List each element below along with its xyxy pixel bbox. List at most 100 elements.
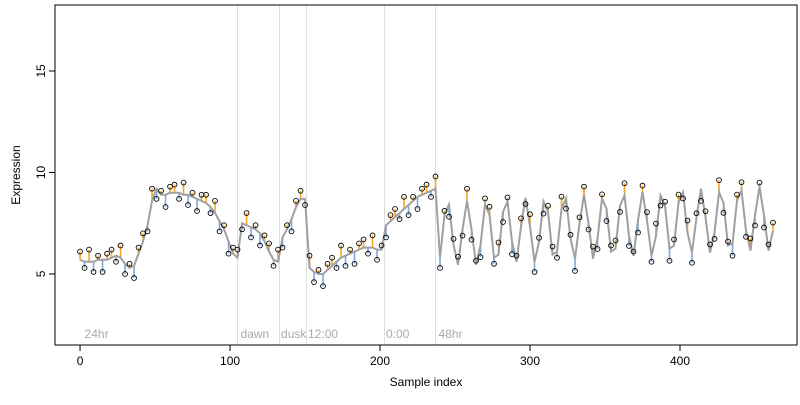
data-point: [428, 193, 434, 200]
data-point: [126, 260, 133, 267]
data-point: [684, 217, 691, 224]
data-point: [738, 179, 745, 186]
data-point: [149, 185, 155, 192]
data-point: [513, 252, 520, 259]
data-point: [351, 260, 358, 267]
data-point: [495, 239, 502, 246]
data-point: [644, 209, 650, 216]
data-point: [477, 254, 484, 260]
data-point: [293, 198, 299, 204]
y-tick-label: 5: [34, 270, 48, 277]
data-point: [207, 210, 214, 216]
data-point: [315, 267, 322, 273]
data-point: [239, 226, 245, 233]
data-point: [630, 248, 637, 255]
data-point: [455, 253, 461, 260]
data-point: [545, 202, 551, 209]
data-point: [324, 260, 331, 267]
data-point: [275, 246, 281, 253]
data-point: [158, 187, 164, 194]
data-point: [104, 250, 110, 257]
data-point: [360, 236, 367, 243]
data-point: [585, 226, 592, 233]
x-tick-label: 100: [220, 354, 240, 368]
data-point: [729, 252, 736, 259]
x-tick-label: 400: [670, 354, 690, 368]
x-tick-label: 300: [520, 354, 540, 368]
data-point: [612, 237, 619, 244]
data-point: [662, 198, 668, 205]
data-point: [770, 219, 776, 226]
data-point: [689, 259, 695, 266]
data-point: [387, 212, 394, 218]
data-point: [306, 252, 313, 259]
data-point: [342, 262, 349, 269]
data-point: [437, 265, 443, 271]
data-point: [288, 228, 295, 235]
data-point: [608, 242, 614, 249]
data-point: [702, 208, 709, 215]
data-point: [671, 236, 677, 243]
data-point: [482, 195, 488, 202]
data-point: [711, 235, 718, 242]
data-point: [536, 234, 542, 241]
data-point: [383, 234, 389, 241]
annotation: dawn: [241, 327, 270, 341]
data-point: [320, 283, 326, 289]
data-point: [450, 235, 457, 242]
data-point: [581, 183, 587, 190]
data-point: [279, 244, 286, 251]
data-point: [473, 257, 479, 264]
data-point: [414, 206, 421, 212]
data-point: [131, 275, 137, 281]
data-point: [518, 215, 524, 222]
data-point: [338, 242, 344, 249]
data-point: [765, 241, 772, 248]
data-point: [248, 234, 254, 241]
data-point: [117, 242, 124, 249]
data-point: [284, 222, 290, 229]
data-point: [693, 210, 700, 217]
data-point: [666, 257, 673, 264]
data-point: [401, 193, 407, 200]
data-point: [635, 229, 641, 236]
data-point: [707, 241, 713, 248]
data-point: [162, 204, 169, 210]
data-point: [504, 194, 511, 201]
data-point: [90, 269, 97, 275]
data-point: [734, 191, 740, 198]
data-point: [329, 254, 335, 261]
y-tick-label: 10: [34, 165, 48, 179]
data-point: [599, 191, 605, 198]
data-point: [657, 202, 664, 209]
data-point: [230, 244, 236, 251]
data-point: [720, 210, 727, 216]
data-point: [171, 181, 178, 188]
data-point: [77, 248, 83, 255]
data-point: [392, 206, 398, 212]
data-point: [297, 187, 304, 194]
data-point: [486, 203, 493, 210]
data-point: [594, 246, 601, 252]
data-point: [558, 193, 565, 200]
data-point: [270, 262, 277, 269]
data-point: [590, 243, 596, 250]
data-point: [617, 208, 623, 215]
data-point: [99, 269, 106, 275]
annotation: 24hr: [85, 327, 109, 341]
data-point: [356, 240, 362, 247]
data-point: [468, 236, 475, 243]
data-point: [243, 210, 250, 216]
data-point: [347, 246, 353, 253]
data-point: [639, 182, 646, 189]
data-point: [441, 207, 448, 214]
data-point: [108, 246, 115, 253]
data-point: [135, 244, 142, 251]
data-point: [549, 243, 556, 250]
annotation: 0:00: [386, 327, 410, 341]
data-point: [554, 254, 560, 261]
data-point: [725, 238, 731, 245]
data-point: [752, 222, 758, 229]
data-point: [464, 185, 470, 192]
